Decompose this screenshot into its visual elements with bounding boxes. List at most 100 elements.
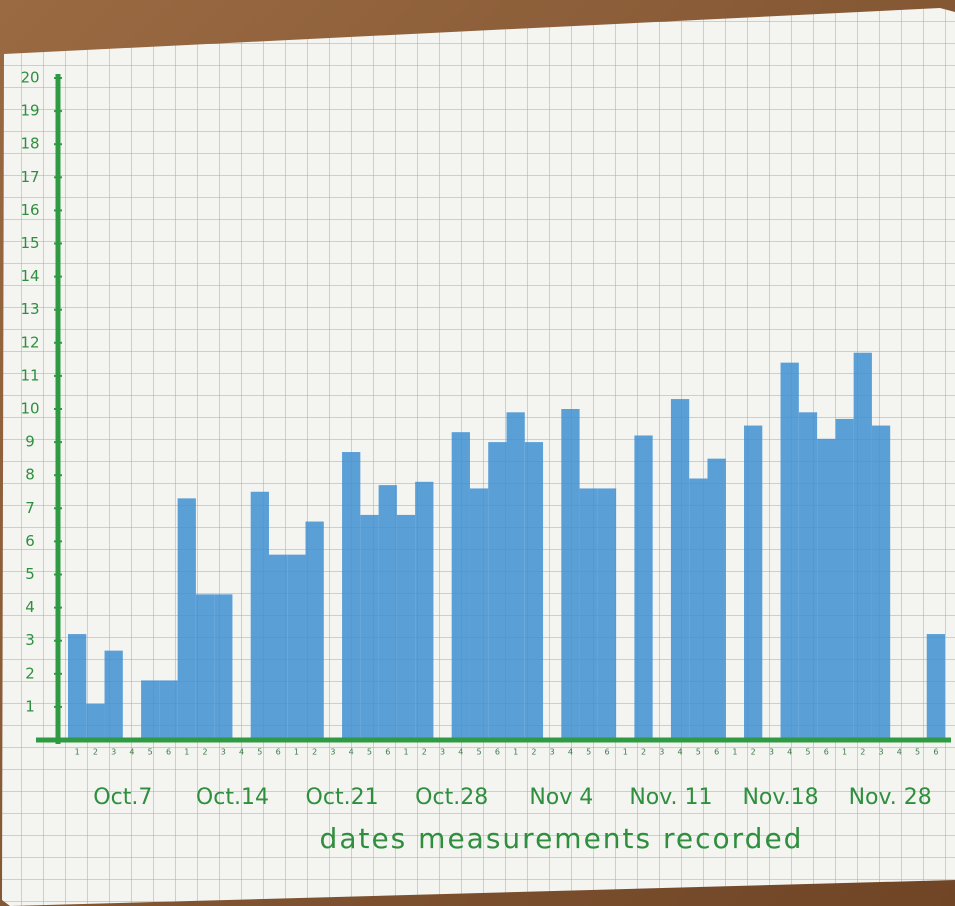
x-tick-label: 5	[696, 748, 701, 757]
bar	[689, 478, 708, 740]
y-tick-label: 20	[20, 69, 39, 87]
bar	[798, 412, 818, 740]
bar	[378, 485, 397, 740]
x-tick-label: 5	[367, 748, 372, 757]
x-tick-label: 4	[129, 748, 134, 757]
x-tick-label: 1	[513, 748, 518, 757]
x-tick-label: 5	[148, 748, 153, 757]
x-tick-label: 3	[659, 748, 664, 757]
x-tick-label: 4	[239, 748, 244, 757]
bar	[871, 425, 891, 740]
x-tick-label: 4	[568, 748, 573, 757]
x-tick-label: 2	[312, 748, 317, 757]
y-tick-label: 14	[20, 267, 39, 285]
x-tick-label: 5	[586, 748, 591, 757]
bar	[488, 442, 507, 740]
x-tick-label: 5	[805, 748, 810, 757]
y-tick-label: 12	[20, 333, 39, 351]
x-tick-label: 1	[75, 748, 80, 757]
week-label: Oct.7	[93, 785, 152, 810]
bar	[305, 521, 324, 740]
x-tick-label: 4	[678, 748, 683, 757]
bar	[342, 452, 361, 740]
bar	[396, 514, 416, 740]
x-tick-label: 3	[879, 748, 884, 757]
y-tick-label: 15	[20, 234, 39, 252]
x-tick-label: 4	[787, 748, 792, 757]
bar	[835, 418, 854, 740]
week-label: Nov. 28	[849, 785, 932, 810]
x-tick-label: 2	[422, 748, 427, 757]
x-tick-label: 1	[403, 748, 408, 757]
y-tick-label: 13	[20, 300, 39, 318]
bar	[744, 425, 763, 740]
x-tick-label: 3	[769, 748, 774, 757]
x-tick-label: 1	[294, 748, 299, 757]
x-tick-label: 6	[385, 748, 390, 757]
x-tick-label: 5	[257, 748, 262, 757]
y-tick-label: 2	[25, 664, 35, 682]
x-tick-label: 2	[860, 748, 865, 757]
x-tick-label: 4	[897, 748, 902, 757]
x-tick-label: 5	[915, 748, 920, 757]
x-tick-label: 1	[184, 748, 189, 757]
x-axis-title: dates measurements recorded	[320, 822, 804, 855]
bar	[415, 481, 434, 740]
bar	[780, 362, 799, 740]
x-tick-label: 1	[842, 748, 847, 757]
bar	[524, 442, 544, 740]
week-label: Oct.21	[306, 785, 379, 810]
bar	[68, 634, 87, 740]
y-tick-label: 7	[25, 499, 35, 517]
y-tick-label: 11	[20, 366, 39, 384]
x-tick-label: 2	[751, 748, 756, 757]
x-tick-label: 6	[933, 748, 938, 757]
x-tick-label: 2	[202, 748, 207, 757]
x-tick-label: 6	[714, 748, 719, 757]
week-label: Nov. 11	[629, 785, 712, 810]
week-label: Oct.28	[415, 785, 488, 810]
x-tick-label: 1	[623, 748, 628, 757]
y-tick-label: 4	[25, 598, 35, 616]
x-tick-label: 3	[440, 748, 445, 757]
bar	[707, 458, 726, 740]
x-tick-label: 6	[276, 748, 281, 757]
bar	[177, 498, 196, 740]
x-tick-label: 2	[531, 748, 536, 757]
bar	[634, 435, 653, 740]
y-tick-label: 16	[20, 201, 39, 219]
x-tick-label: 1	[732, 748, 737, 757]
bar	[86, 703, 105, 740]
bar	[579, 488, 598, 740]
y-tick-label: 1	[25, 697, 35, 715]
bar	[506, 412, 525, 740]
y-tick-label: 10	[20, 400, 39, 418]
week-label: Nov.18	[742, 785, 818, 810]
x-tick-label: 2	[641, 748, 646, 757]
y-tick-label: 18	[20, 135, 39, 153]
x-tick-label: 2	[93, 748, 98, 757]
y-tick-label: 5	[25, 565, 35, 583]
bar	[214, 594, 233, 740]
bar	[159, 680, 178, 740]
x-tick-label: 4	[349, 748, 354, 757]
x-tick-label: 3	[550, 748, 555, 757]
week-label: Oct.14	[196, 785, 269, 810]
x-tick-label: 3	[221, 748, 226, 757]
week-label: Nov 4	[529, 785, 593, 810]
bar	[268, 554, 288, 740]
x-tick-label: 6	[166, 748, 171, 757]
y-tick-label: 6	[25, 532, 35, 550]
bar	[104, 650, 123, 740]
x-tick-label: 3	[111, 748, 116, 757]
x-tick-label: 6	[604, 748, 609, 757]
bar	[469, 488, 489, 740]
bar	[451, 432, 470, 740]
x-tick-label: 5	[477, 748, 482, 757]
y-tick-label: 9	[25, 433, 35, 451]
x-tick-label: 6	[824, 748, 829, 757]
bar	[926, 634, 945, 740]
bar	[853, 352, 872, 740]
bar	[287, 554, 306, 740]
